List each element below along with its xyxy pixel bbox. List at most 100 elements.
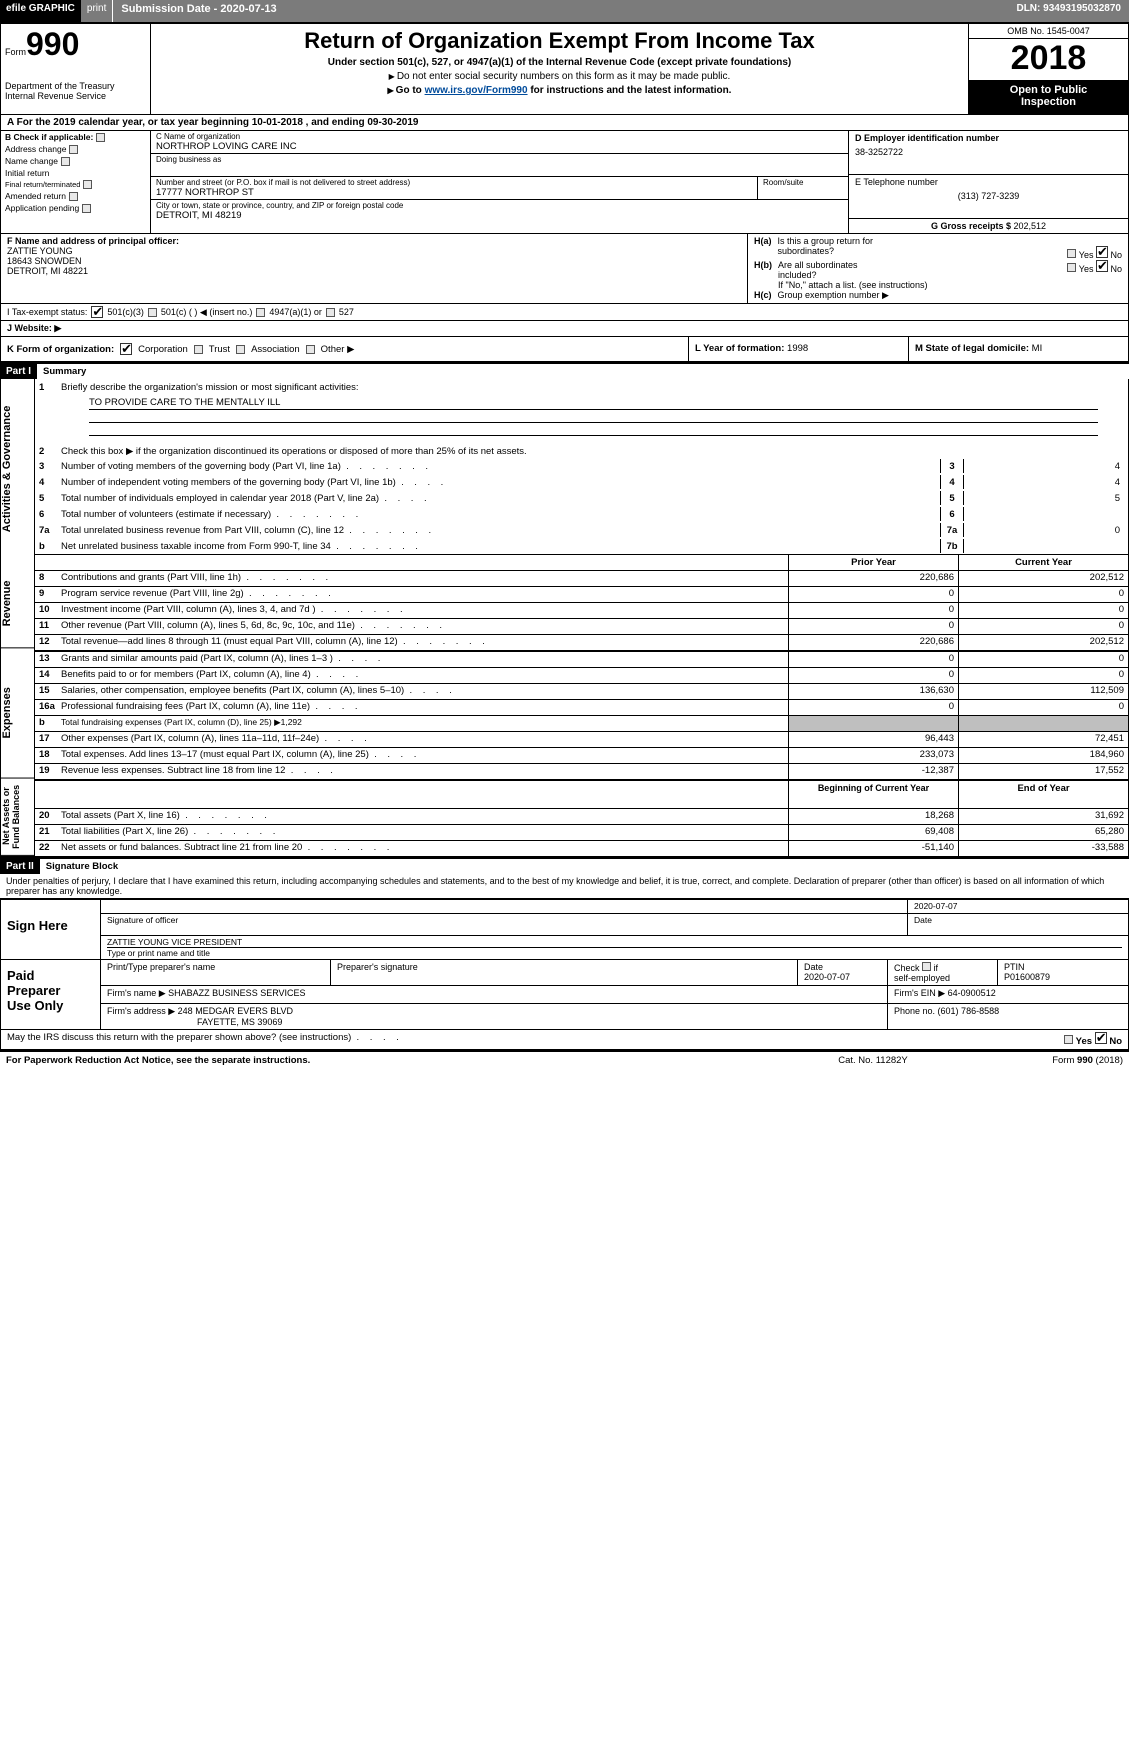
form-title: Return of Organization Exempt From Incom…: [159, 28, 960, 54]
sec-netassets: Beginning of Current YearEnd of Year 20T…: [35, 780, 1128, 856]
row-j: J Website: ▶: [0, 321, 1129, 337]
sig-name: ZATTIE YOUNG VICE PRESIDENT: [107, 937, 1122, 948]
year-formation: 1998: [787, 343, 808, 354]
preparer-sig-label: Preparer's signature: [331, 960, 798, 985]
checkbox-icon[interactable]: [83, 180, 92, 189]
checkbox-checked-icon[interactable]: [91, 306, 103, 318]
checkbox-icon[interactable]: [1067, 263, 1076, 272]
paid-preparer-label: PaidPreparerUse Only: [1, 960, 101, 1029]
checkbox-checked-icon[interactable]: [1095, 1032, 1107, 1044]
discuss-text: May the IRS discuss this return with the…: [7, 1032, 399, 1043]
table-row: 9Program service revenue (Part VIII, lin…: [35, 586, 1128, 602]
checkbox-checked-icon[interactable]: [120, 343, 132, 355]
preparer-date-label: Date: [804, 962, 881, 972]
tax-exempt-label: I Tax-exempt status:: [7, 307, 87, 317]
header-bar: efile GRAPHIC print Submission Date - 20…: [0, 0, 1129, 22]
officer-city: DETROIT, MI 48221: [7, 266, 88, 276]
line-7b-val: [964, 539, 1124, 553]
col-b-header: B Check if applicable:: [5, 132, 93, 142]
col-b: B Check if applicable: Address change Na…: [1, 131, 151, 233]
submission-date: Submission Date - 2020-07-13: [113, 0, 284, 22]
footer-catno: Cat. No. 11282Y: [773, 1055, 973, 1066]
dln: DLN: 93493195032870: [1008, 0, 1129, 22]
row-i: I Tax-exempt status: 501(c)(3) 501(c) ( …: [0, 304, 1129, 321]
form-meta-block: OMB No. 1545-0047 2018 Open to Public In…: [968, 24, 1128, 114]
line-6-val: [964, 507, 1124, 521]
checkbox-icon[interactable]: [194, 345, 203, 354]
signature-block: Sign Here 2020-07-07 Signature of office…: [0, 898, 1129, 1030]
vertical-labels: Activities & Governance Revenue Expenses…: [1, 379, 35, 856]
line-5-val: 5: [964, 491, 1124, 505]
col-end-year: End of Year: [958, 781, 1128, 808]
box-f: F Name and address of principal officer:…: [1, 234, 748, 303]
checkbox-icon[interactable]: [61, 157, 70, 166]
sign-here-label: Sign Here: [1, 900, 101, 959]
page-footer: For Paperwork Reduction Act Notice, see …: [0, 1050, 1129, 1069]
tax-year: 2018: [969, 39, 1128, 81]
cb-app-pending: Application pending: [5, 203, 79, 213]
vlabel-revenue: Revenue: [1, 559, 34, 648]
form-id-block: Form990 Department of the Treasury Inter…: [1, 24, 151, 114]
line-3-text: Number of voting members of the governin…: [61, 461, 940, 472]
table-row: 18Total expenses. Add lines 13–17 (must …: [35, 747, 1128, 763]
checkbox-icon[interactable]: [236, 345, 245, 354]
row-k: K Form of organization: Corporation Trus…: [1, 337, 688, 361]
table-row: bTotal fundraising expenses (Part IX, co…: [35, 715, 1128, 731]
part-i-header: Part I Summary: [0, 362, 1129, 379]
checkbox-icon[interactable]: [148, 308, 157, 317]
sec-revenue: Prior YearCurrent Year 8Contributions an…: [35, 555, 1128, 651]
website-label: J Website: ▶: [7, 323, 61, 334]
cb-amended: Amended return: [5, 191, 66, 201]
sig-typename-label: Type or print name and title: [107, 948, 1122, 958]
checkbox-icon[interactable]: [1064, 1035, 1073, 1044]
preparer-date: 2020-07-07: [804, 972, 881, 982]
part-i-badge: Part I: [0, 364, 37, 379]
table-row: 16aProfessional fundraising fees (Part I…: [35, 699, 1128, 715]
gross-receipts-label: G Gross receipts $: [931, 221, 1014, 231]
row-l: L Year of formation: 1998: [688, 337, 908, 361]
table-row: 14Benefits paid to or for members (Part …: [35, 667, 1128, 683]
checkbox-icon[interactable]: [82, 204, 91, 213]
street-label: Number and street (or P.O. box if mail i…: [156, 178, 752, 187]
cb-final-return: Final return/terminated: [5, 180, 80, 189]
cb-name-change: Name change: [5, 156, 58, 166]
checkbox-icon[interactable]: [256, 308, 265, 317]
checkbox-icon[interactable]: [96, 133, 105, 142]
room-label: Room/suite: [763, 178, 843, 187]
goto-post: for instructions and the latest informat…: [528, 85, 732, 96]
col-d: D Employer identification number 38-3252…: [848, 131, 1128, 233]
org-name-label: C Name of organization: [156, 132, 843, 141]
entity-grid: B Check if applicable: Address change Na…: [0, 131, 1129, 234]
checkbox-icon[interactable]: [69, 145, 78, 154]
firm-addr-2: FAYETTE, MS 39069: [107, 1017, 881, 1027]
perjury-text: Under penalties of perjury, I declare th…: [0, 874, 1129, 898]
sig-date-value: 2020-07-07: [908, 900, 1128, 913]
table-row: 11Other revenue (Part VIII, column (A), …: [35, 618, 1128, 634]
phone-label: E Telephone number: [855, 177, 1122, 187]
firm-name-label: Firm's name ▶: [107, 988, 166, 998]
checkbox-icon[interactable]: [326, 308, 335, 317]
print-label[interactable]: print: [81, 0, 113, 22]
firm-phone-label: Phone no.: [894, 1006, 938, 1016]
checkbox-icon[interactable]: [1067, 249, 1076, 258]
arrow-icon: [389, 71, 397, 82]
form990-link[interactable]: www.irs.gov/Form990: [425, 85, 528, 96]
firm-phone: (601) 786-8588: [938, 1006, 1000, 1016]
checkbox-checked-icon[interactable]: [1096, 260, 1108, 272]
vlabel-expenses: Expenses: [1, 649, 34, 779]
table-row: 22Net assets or fund balances. Subtract …: [35, 840, 1128, 856]
officer-label: F Name and address of principal officer:: [7, 236, 179, 246]
line-1-text: Briefly describe the organization's miss…: [61, 382, 1124, 393]
street: 17777 NORTHROP ST: [156, 187, 752, 198]
firm-name: SHABAZZ BUSINESS SERVICES: [168, 988, 305, 998]
checkbox-icon[interactable]: [306, 345, 315, 354]
checkbox-checked-icon[interactable]: [1096, 246, 1108, 258]
checkbox-icon[interactable]: [69, 192, 78, 201]
vlabel-netassets: Net Assets or Fund Balances: [1, 778, 34, 856]
org-name: NORTHROP LOVING CARE INC: [156, 141, 843, 152]
table-row: 20Total assets (Part X, line 16)18,26831…: [35, 808, 1128, 824]
line-2-text: Check this box ▶ if the organization dis…: [61, 446, 527, 457]
checkbox-icon[interactable]: [922, 962, 931, 971]
part-ii-title: Signature Block: [40, 859, 124, 874]
goto-pre: Go to: [396, 85, 425, 96]
